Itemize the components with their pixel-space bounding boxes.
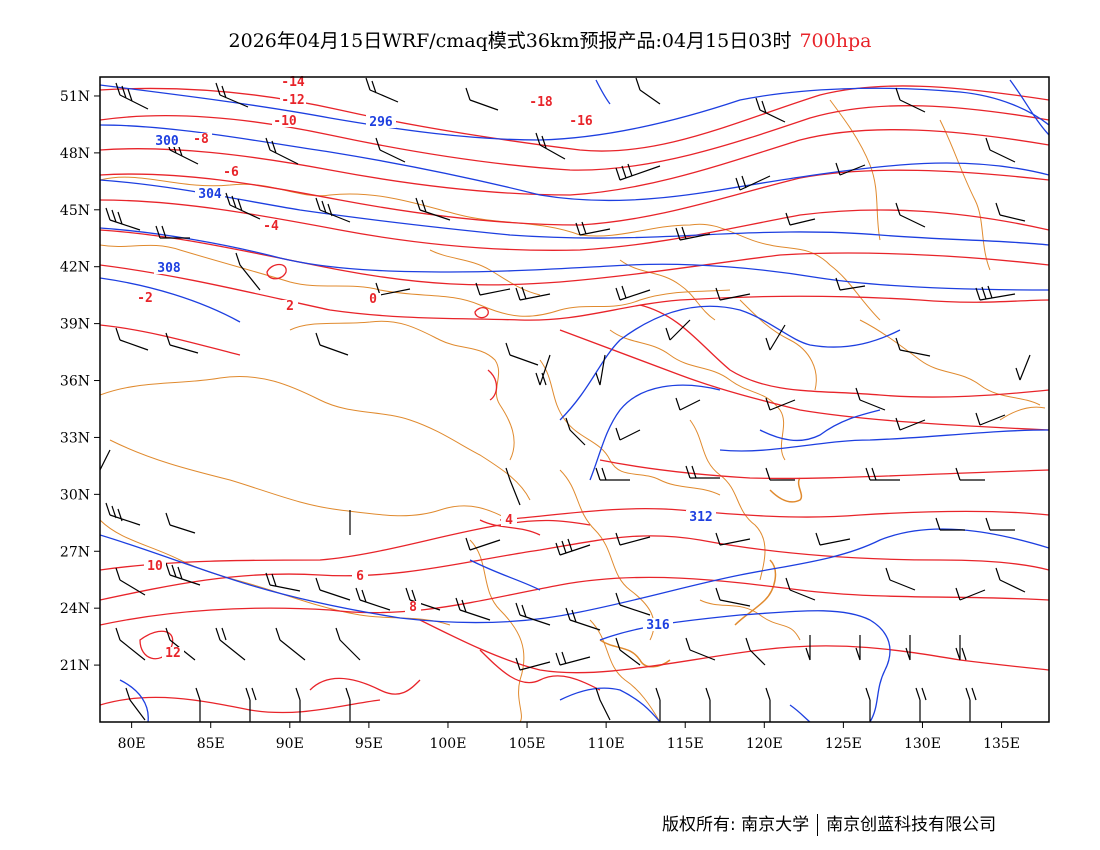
footer-left: 版权所有: 南京大学	[662, 815, 810, 835]
lon-tick-label: 110E	[588, 736, 625, 752]
lon-tick-label: 130E	[904, 736, 941, 752]
lon-tick-label: 115E	[667, 736, 704, 752]
isotherm-label: -6	[223, 165, 239, 180]
axis-ticks: 80E 85E 90E 95E 100E 105E 110E 115E 120E 125E 130E…	[60, 89, 1020, 752]
isotherm-labels: -14 -12 -10 -8 -6 -4 -2 0 2 4 6 8 10 12 …	[134, 75, 594, 661]
lon-tick-label: 100E	[429, 736, 466, 752]
isotherm-label: -8	[193, 132, 209, 147]
lat-tick-label: 36N	[60, 374, 90, 390]
footer-divider	[817, 814, 819, 836]
lat-tick-label: 51N	[60, 89, 90, 105]
lat-tick-label: 39N	[60, 317, 90, 333]
isotherm-label: 2	[286, 299, 294, 314]
isotherm-label: 10	[147, 559, 163, 574]
lon-tick-label: 125E	[825, 736, 862, 752]
copyright-footer: 版权所有: 南京大学 南京创蓝科技有限公司	[662, 810, 996, 836]
lat-tick-label: 42N	[60, 260, 90, 276]
geopotential-label: 316	[646, 618, 670, 633]
geopotential-label: 296	[369, 115, 393, 130]
map-title: 2026年04月15日WRF/cmaq模式36km预报产品:04月15日03时 7…	[0, 26, 1100, 53]
lat-tick-label: 33N	[60, 430, 90, 446]
isotherm-label: -18	[529, 95, 553, 110]
lon-tick-label: 90E	[276, 736, 304, 752]
lat-tick-label: 24N	[60, 601, 90, 617]
isotherm-label: 6	[356, 569, 364, 584]
lat-tick-label: 45N	[60, 203, 90, 219]
wind-barbs	[100, 77, 1031, 722]
lon-tick-label: 120E	[746, 736, 783, 752]
isotherm-label: -12	[281, 93, 304, 108]
isotherm-label: -10	[273, 114, 297, 129]
title-main: 2026年04月15日WRF/cmaq模式36km预报产品:04月15日03时	[228, 30, 792, 52]
isotherm-label: -4	[263, 219, 279, 234]
geopotential-label: 312	[689, 510, 712, 525]
plot-frame	[99, 76, 1050, 723]
isotherm-label: 8	[409, 600, 417, 615]
lon-tick-label: 80E	[118, 736, 146, 752]
lat-tick-label: 27N	[60, 544, 90, 560]
lat-tick-label: 30N	[60, 487, 90, 503]
lon-tick-label: 95E	[355, 736, 383, 752]
geopotential-label: 304	[198, 187, 222, 202]
isotherm-label: -16	[569, 114, 593, 129]
lat-tick-label: 21N	[60, 658, 90, 674]
geopotential-label: 300	[155, 134, 179, 149]
lon-tick-label: 105E	[509, 736, 546, 752]
footer-right: 南京创蓝科技有限公司	[826, 815, 997, 835]
isotherm-label: 4	[505, 513, 513, 528]
isotherm-label: 0	[369, 292, 377, 307]
isotherm-label: -2	[137, 291, 153, 306]
border-lines	[100, 99, 1046, 722]
isotherm-label: -14	[281, 75, 305, 90]
geopotential-label: 308	[157, 261, 181, 276]
lon-tick-label: 85E	[197, 736, 225, 752]
geopotential-lines	[100, 79, 1049, 722]
title-level: 700hpa	[799, 30, 872, 52]
lat-tick-label: 48N	[60, 146, 90, 162]
geopotential-labels: 296 300 304 308 312 316	[152, 115, 716, 633]
isotherm-label: 12	[165, 646, 181, 661]
lon-tick-label: 135E	[983, 736, 1020, 752]
